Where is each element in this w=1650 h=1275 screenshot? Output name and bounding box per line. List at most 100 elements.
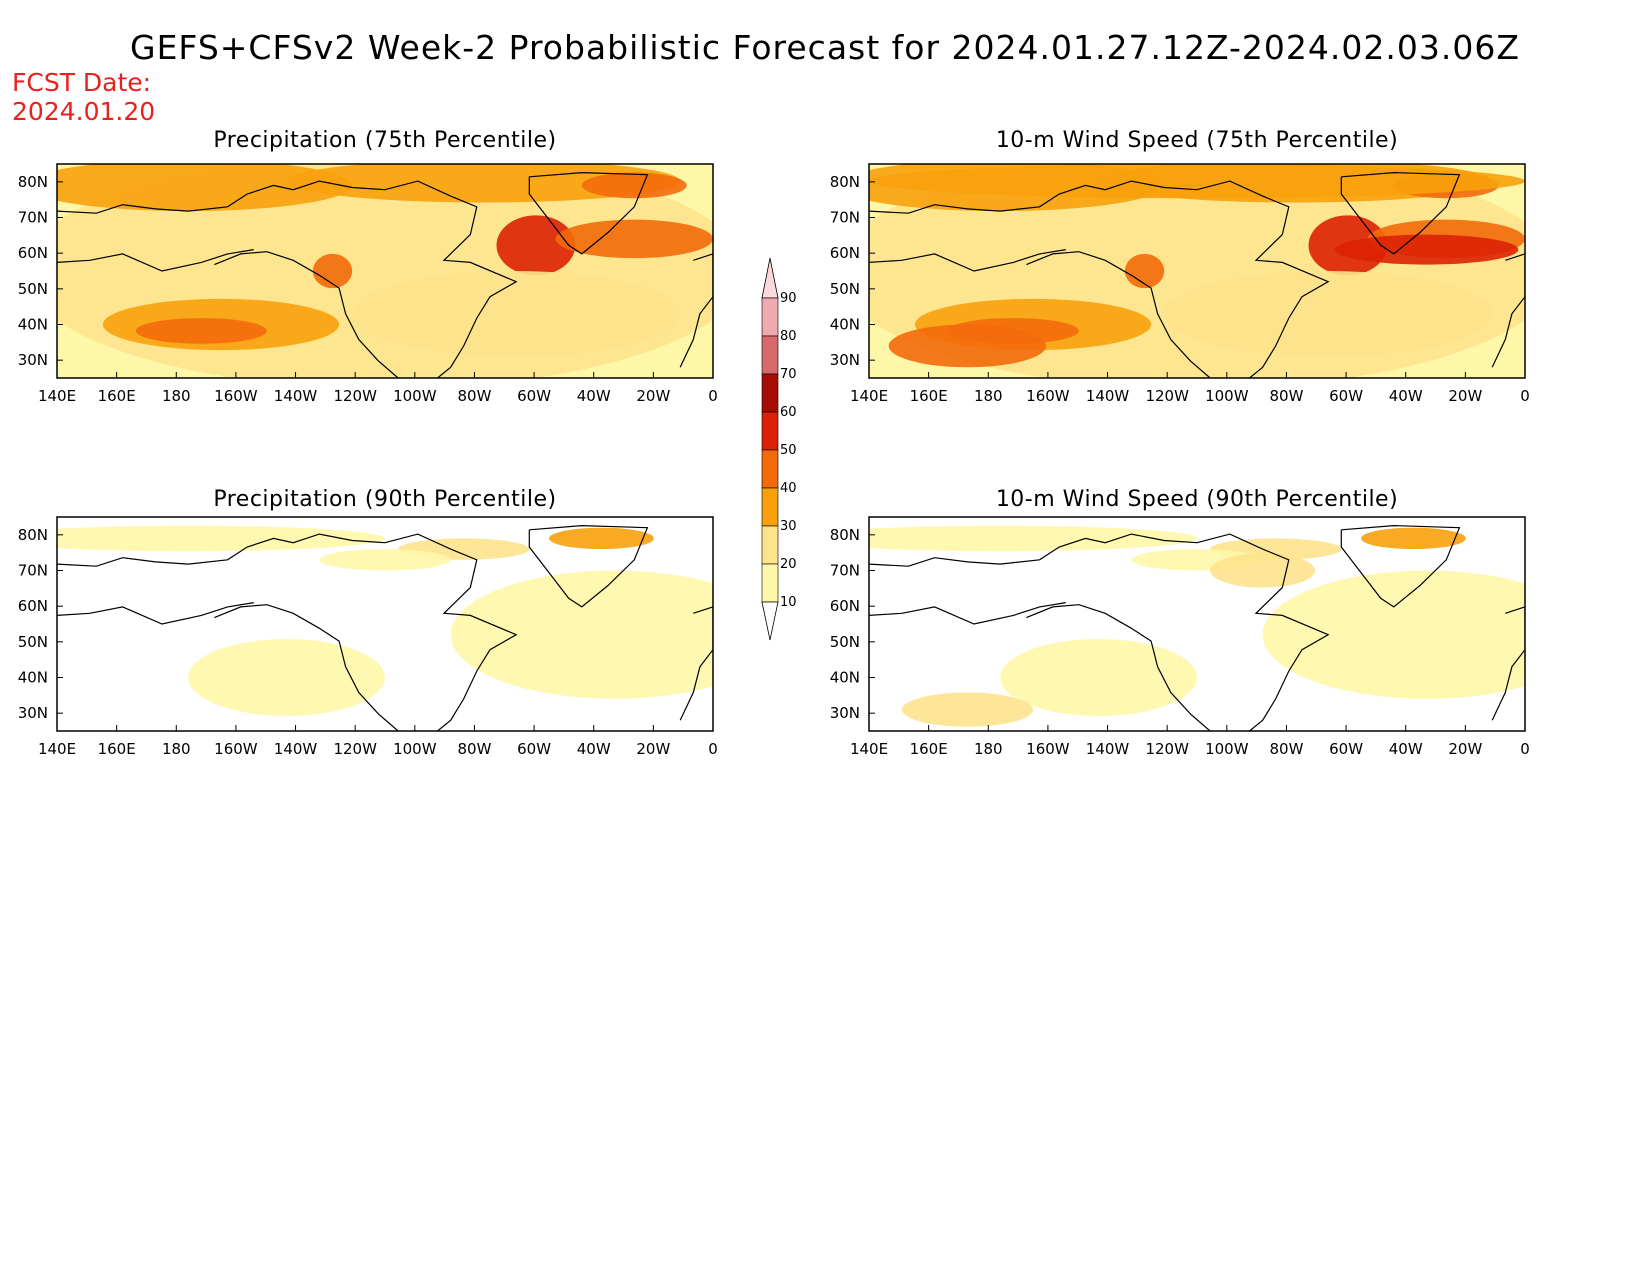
lon-tick-label: 20W (1448, 387, 1482, 405)
colorbar-label: 80 (780, 329, 797, 344)
probability-contour (496, 215, 576, 276)
lat-tick-label: 30N (18, 704, 48, 722)
lon-tick-label: 60W (1329, 740, 1363, 758)
panel-title-precip-75: Precipitation (75th Percentile) (213, 128, 557, 153)
coastline (869, 602, 1066, 625)
probability-contour (1334, 234, 1519, 265)
colorbar-label: 50 (780, 443, 797, 458)
lat-tick-label: 50N (830, 633, 860, 651)
lon-tick-label: 160W (1026, 740, 1070, 758)
lon-tick-label: 120W (333, 740, 377, 758)
forecast-date-value: 2024.01.20 (12, 97, 156, 126)
probability-contour (319, 549, 451, 571)
colorbar-bin (761, 487, 779, 527)
lat-tick-label: 80N (18, 526, 48, 544)
probability-contour (57, 164, 353, 212)
lon-tick-label: 40W (1389, 387, 1423, 405)
colorbar-bin (761, 297, 779, 337)
lat-tick-label: 70N (830, 209, 860, 227)
coastline (869, 180, 1330, 378)
lon-tick-label: 20W (636, 387, 670, 405)
lat-tick-label: 60N (830, 244, 860, 262)
probability-contour (1210, 553, 1316, 588)
probability-contour (1164, 271, 1493, 357)
lon-tick-label: 60W (517, 387, 551, 405)
figure-title: GEFS+CFSv2 Week-2 Probabilistic Forecast… (130, 28, 1520, 67)
colorbar-bin (761, 373, 779, 413)
lon-tick-label: 160E (910, 387, 948, 405)
lon-tick-label: 60W (517, 740, 551, 758)
forecast-date-label: FCST Date: (12, 68, 152, 97)
lon-tick-label: 140E (850, 740, 888, 758)
map-frame (56, 516, 714, 732)
probability-contour (286, 164, 681, 203)
coastline (528, 171, 649, 255)
coastline (869, 533, 1330, 731)
map-panel-precip75: 140E 160E 180 160W 140W 120W 100W 80W 60W 40W 20W 0… (18, 163, 718, 405)
colorbar-label: 10 (780, 595, 797, 610)
lat-tick-label: 50N (18, 633, 48, 651)
lon-tick-label: 120W (333, 387, 377, 405)
lat-tick-label: 40N (18, 316, 48, 334)
lat-tick-label: 50N (18, 280, 48, 298)
coastline (57, 602, 254, 625)
coastline (1026, 604, 1211, 731)
lat-tick-label: 70N (830, 562, 860, 580)
lon-tick-label: 40W (577, 740, 611, 758)
colorbar-label: 60 (780, 405, 797, 420)
colorbar-bin (761, 449, 779, 489)
lon-tick-label: 140W (274, 387, 318, 405)
lat-tick-label: 70N (18, 562, 48, 580)
lon-tick-label: 160E (98, 740, 136, 758)
lon-tick-label: 80W (1269, 387, 1303, 405)
lon-tick-label: 160E (910, 740, 948, 758)
lat-tick-label: 40N (830, 669, 860, 687)
lon-tick-label: 140E (38, 387, 76, 405)
coastline (214, 251, 399, 378)
lon-tick-label: 40W (577, 387, 611, 405)
lon-tick-label: 0 (1520, 387, 1530, 405)
map-frame (868, 163, 1526, 379)
lon-tick-label: 140W (274, 740, 318, 758)
colorbar-label: 90 (780, 291, 797, 306)
lat-tick-label: 80N (830, 526, 860, 544)
probability-contour (135, 318, 267, 344)
lon-tick-label: 100W (393, 740, 437, 758)
panel-title-precip-90: Precipitation (90th Percentile) (213, 487, 557, 512)
lon-tick-label: 60W (1329, 387, 1363, 405)
lat-tick-label: 60N (830, 597, 860, 615)
lon-tick-label: 180 (974, 740, 1003, 758)
lat-tick-label: 30N (830, 704, 860, 722)
probability-contour (888, 324, 1047, 368)
probability-contour (869, 164, 1525, 199)
probability-contour (450, 570, 713, 699)
lon-tick-label: 100W (1205, 387, 1249, 405)
lat-tick-label: 40N (830, 316, 860, 334)
probability-contour (1000, 638, 1197, 717)
lon-tick-label: 20W (636, 740, 670, 758)
lon-tick-label: 140E (38, 740, 76, 758)
probability-contour (1124, 253, 1165, 289)
coastline (57, 249, 254, 272)
lon-tick-label: 160E (98, 387, 136, 405)
lon-tick-label: 180 (974, 387, 1003, 405)
lat-tick-label: 40N (18, 669, 48, 687)
coastline (679, 606, 713, 721)
lon-tick-label: 20W (1448, 740, 1482, 758)
forecast-date: FCST Date: 2024.01.20 (12, 68, 155, 126)
coastline (528, 524, 649, 608)
lon-tick-label: 120W (1145, 740, 1189, 758)
coastline (1026, 251, 1211, 378)
probability-contour (869, 525, 1197, 552)
coastline (1491, 253, 1525, 368)
coastline (57, 180, 518, 378)
lon-tick-label: 180 (162, 387, 191, 405)
probability-contour (549, 527, 654, 550)
probability-field (869, 524, 1525, 731)
probability-contour (188, 638, 385, 717)
probability-contour (581, 172, 687, 199)
lat-tick-label: 70N (18, 209, 48, 227)
lon-tick-label: 120W (1145, 387, 1189, 405)
lon-tick-label: 100W (393, 387, 437, 405)
